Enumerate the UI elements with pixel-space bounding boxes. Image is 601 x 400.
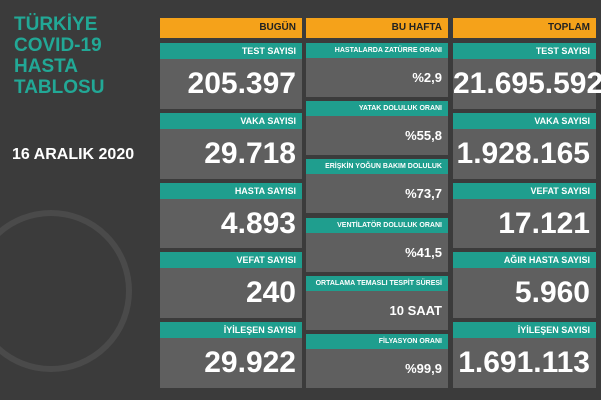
item-label: TEST SAYISI bbox=[160, 43, 302, 59]
item-value: 17.121 bbox=[453, 198, 596, 249]
item-value: 205.397 bbox=[160, 59, 302, 109]
item-label: YATAK DOLULUK ORANI bbox=[306, 101, 448, 117]
item-value: 4.893 bbox=[160, 198, 302, 249]
item-value: 5.960 bbox=[453, 268, 596, 319]
item-label: ERİŞKİN YOĞUN BAKIM DOLULUK ORANI bbox=[306, 159, 448, 185]
item-value: 1.928.165 bbox=[453, 128, 596, 179]
item-value: %55,8 bbox=[306, 116, 448, 156]
column-heading: BU HAFTA bbox=[306, 18, 448, 38]
item-value: %73,7 bbox=[306, 174, 448, 214]
title-line: HASTA bbox=[14, 56, 79, 77]
title-line: COVID-19 bbox=[14, 35, 102, 56]
item-label: VEFAT SAYISI bbox=[453, 182, 596, 199]
column-heading: TOPLAM bbox=[453, 18, 596, 38]
title: TÜRKİYE COVID-19 HASTA TABLOSU bbox=[14, 14, 104, 98]
item-value: 21.695.592 bbox=[453, 59, 601, 109]
column-heading: BUGÜN bbox=[160, 18, 302, 38]
title-line: TÜRKİYE bbox=[14, 14, 98, 35]
item-label: ORTALAMA TEMASLI TESPİT SÜRESİ bbox=[306, 275, 448, 291]
item-label: VAKA SAYISI bbox=[453, 112, 596, 129]
item-value: %41,5 bbox=[306, 232, 448, 272]
item-value: %99,9 bbox=[306, 348, 448, 388]
item-value: 10 SAAT bbox=[306, 290, 448, 330]
item-value: 1.691.113 bbox=[453, 338, 596, 388]
item-label: TEST SAYISI bbox=[453, 43, 596, 59]
item-label: AĞIR HASTA SAYISI bbox=[453, 252, 596, 269]
item-value: 29.922 bbox=[160, 338, 302, 388]
date: 16 ARALIK 2020 bbox=[12, 146, 135, 163]
item-label: İYİLEŞEN SAYISI bbox=[160, 322, 302, 339]
item-label: İYİLEŞEN SAYISI bbox=[453, 322, 596, 339]
item-label: VENTİLATÖR DOLULUK ORANI bbox=[306, 217, 448, 233]
emblem bbox=[0, 210, 132, 372]
item-label: HASTALARDA ZATÜRRE ORANI bbox=[306, 43, 448, 58]
title-line: TABLOSU bbox=[14, 77, 105, 98]
item-label: VEFAT SAYISI bbox=[160, 252, 302, 269]
item-value: 29.718 bbox=[160, 128, 302, 179]
item-label: VAKA SAYISI bbox=[160, 112, 302, 129]
item-value: %2,9 bbox=[306, 58, 448, 98]
item-value: 240 bbox=[160, 268, 302, 319]
item-label: FİLYASYON ORANI bbox=[306, 333, 448, 349]
item-label: HASTA SAYISI bbox=[160, 182, 302, 199]
